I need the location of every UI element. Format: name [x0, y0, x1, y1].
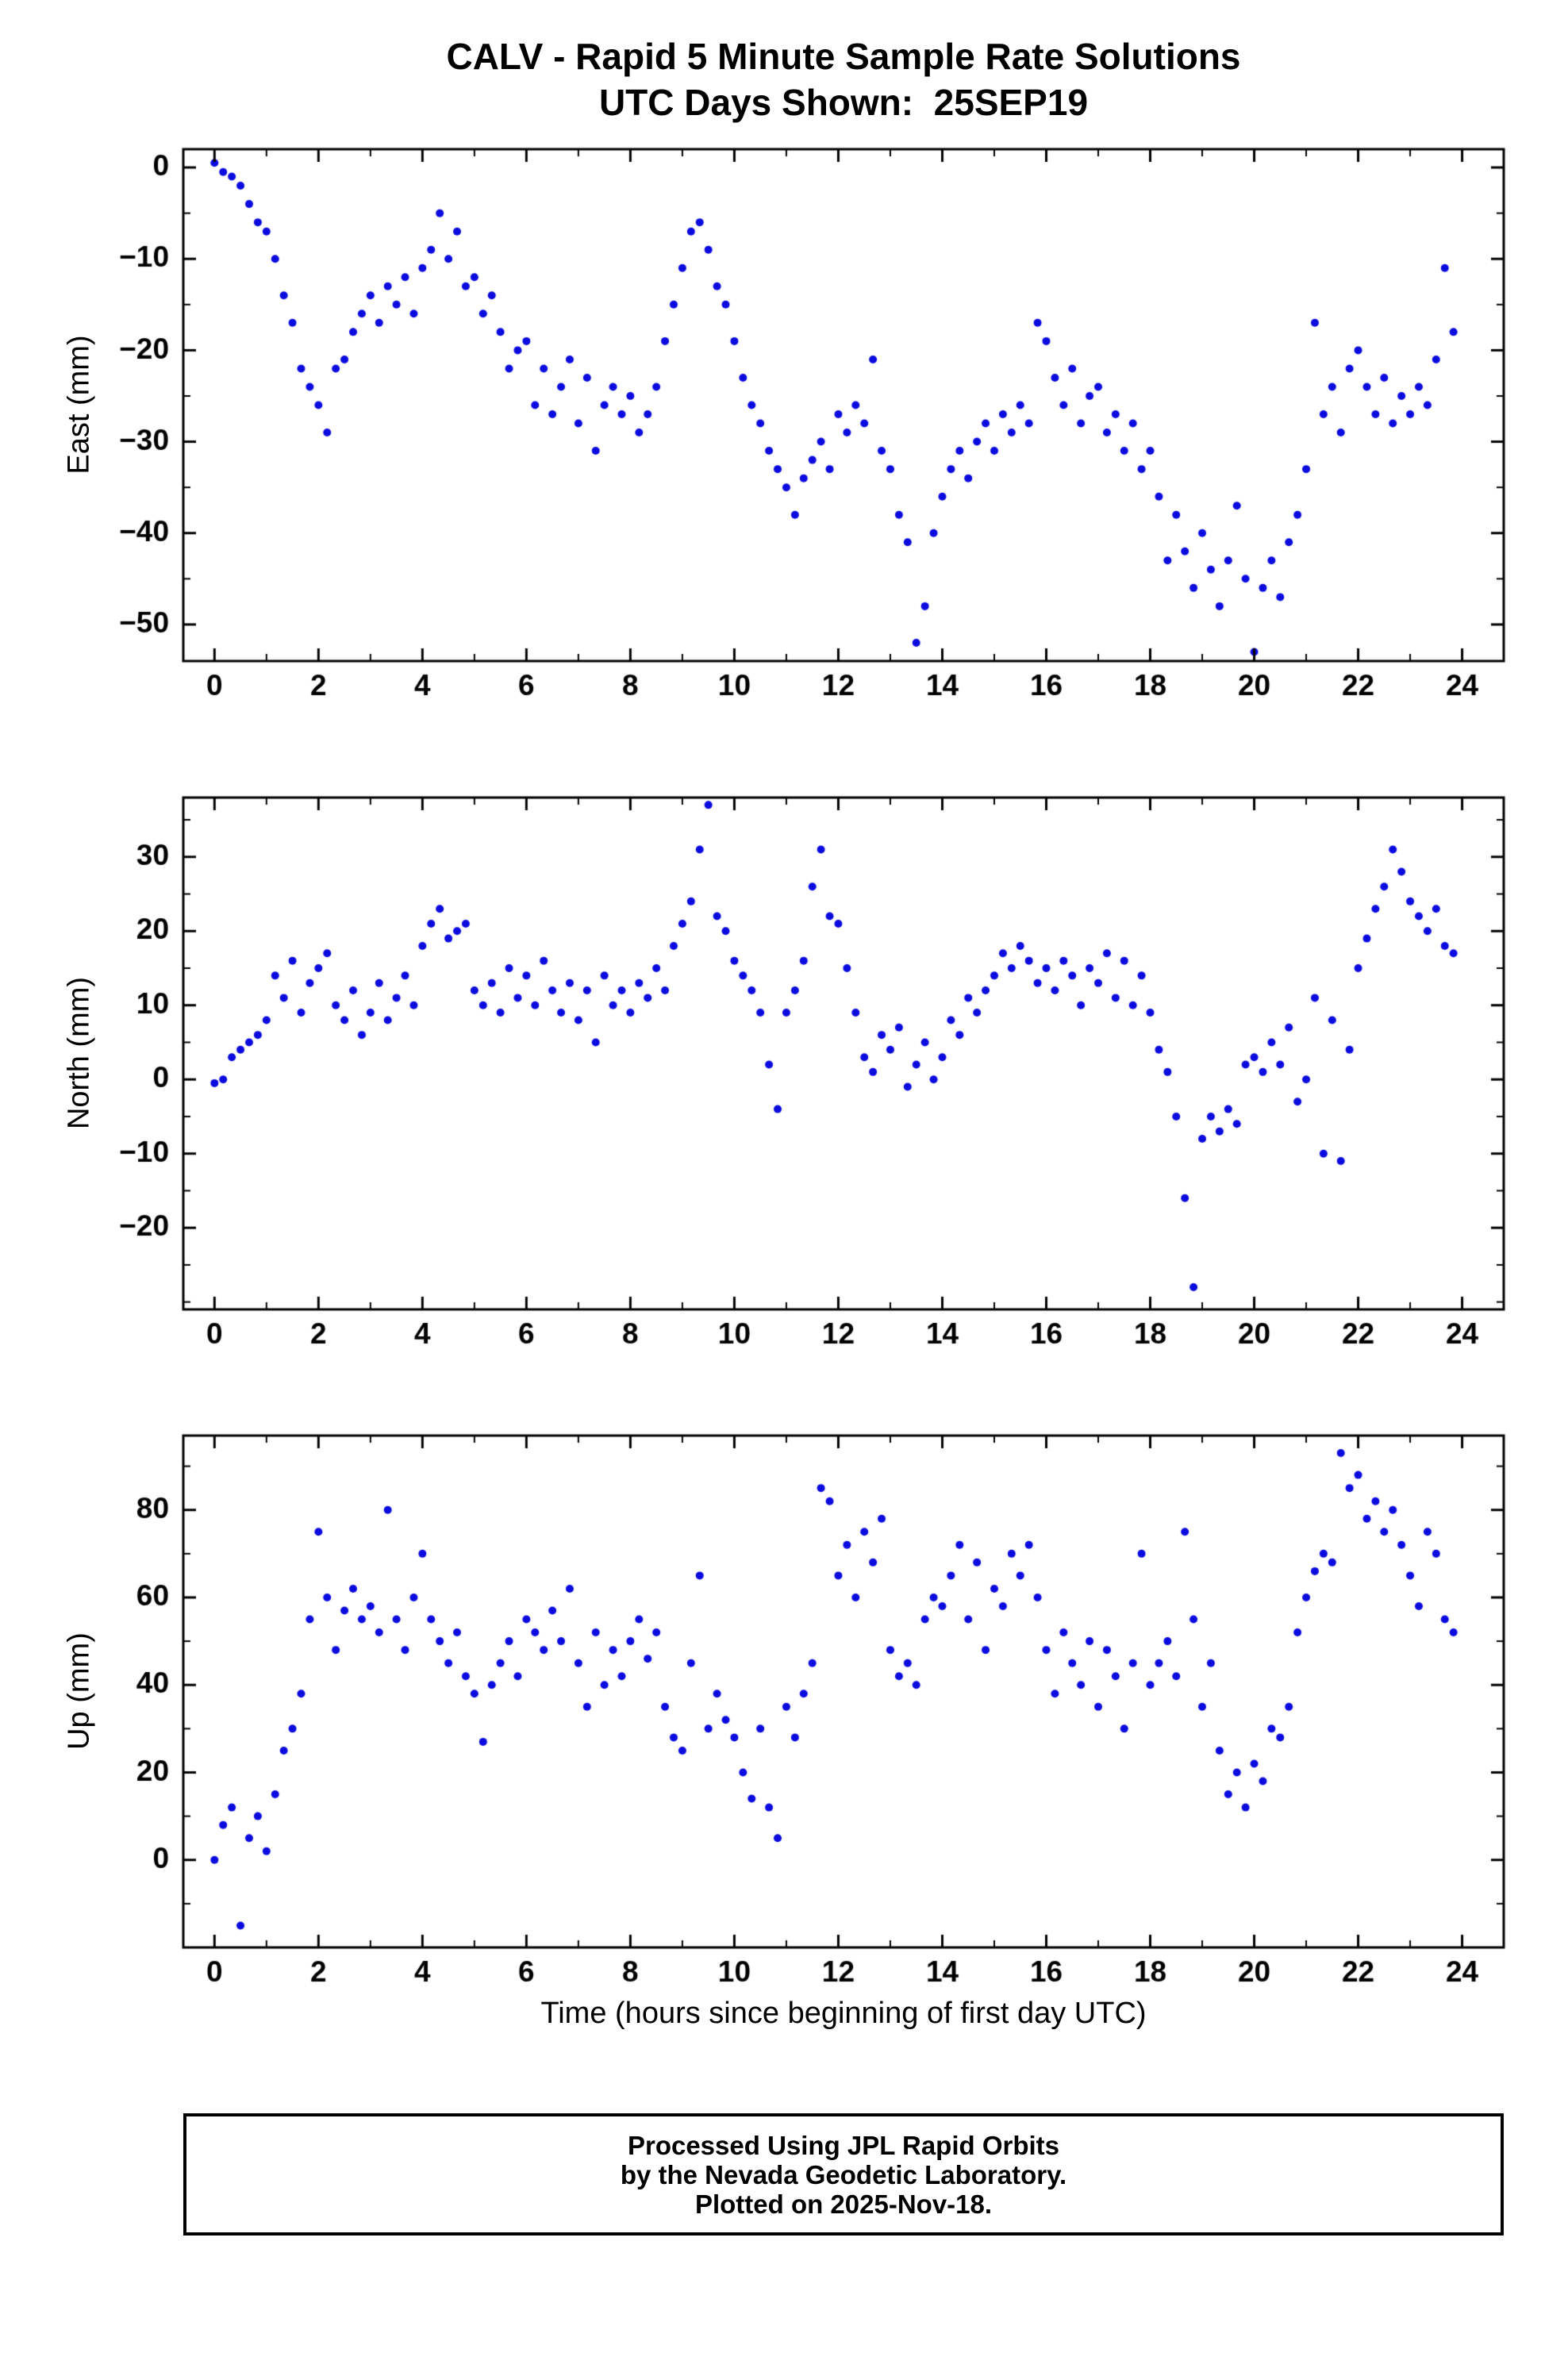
time-axis-label: Time (hours since beginning of first day…	[540, 1997, 1147, 2030]
plot-title: CALV - Rapid 5 Minute Sample Rate Soluti…	[446, 36, 1241, 77]
footer-line-3: Plotted on 2025-Nov-18.	[694, 2189, 993, 2219]
east-axis-label: East (mm)	[62, 335, 96, 475]
footer-line-2: by the Nevada Geodetic Laboratory.	[620, 2159, 1067, 2189]
plot-subtitle-utc-day: UTC Days Shown: 25SEP19	[598, 82, 1089, 123]
footer-line-1: Processed Using JPL Rapid Orbits	[627, 2130, 1060, 2160]
up-axis-label: Up (mm)	[62, 1632, 96, 1750]
north-axis-label: North (mm)	[62, 976, 96, 1130]
processing-note-box: Processed Using JPL Rapid Orbits by the …	[183, 2113, 1504, 2236]
